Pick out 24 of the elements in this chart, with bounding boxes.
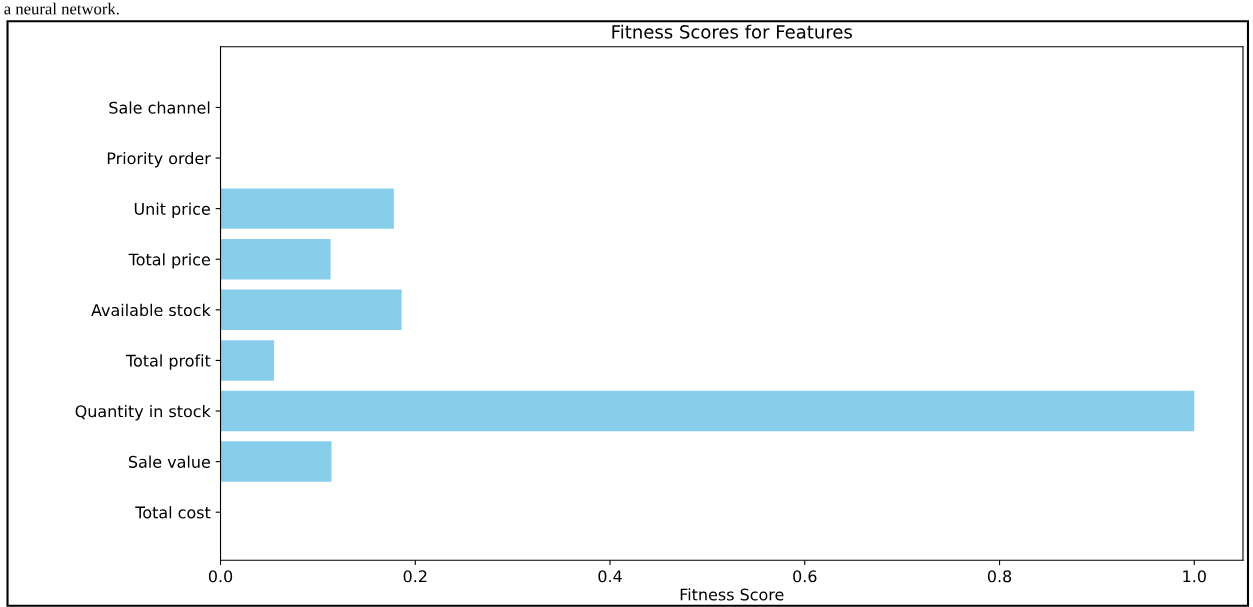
bar bbox=[220, 340, 275, 381]
y-tick-label: Total cost bbox=[135, 506, 211, 519]
bar bbox=[220, 238, 331, 280]
text: a neural network. bbox=[4, 2, 119, 15]
x-axis-title: Fitness Score bbox=[680, 588, 784, 601]
y-tick-label: Sale channel bbox=[109, 101, 210, 114]
bar bbox=[220, 390, 1195, 432]
bar bbox=[220, 188, 394, 229]
x-tick-label: 0.4 bbox=[598, 570, 622, 583]
chart-title: Fitness Scores for Features bbox=[612, 24, 852, 39]
x-tick-label: 0.2 bbox=[403, 570, 427, 583]
bar bbox=[220, 441, 332, 482]
x-tick-label: 0.8 bbox=[987, 570, 1012, 583]
y-tick-label: Sale value bbox=[128, 455, 210, 468]
y-tick-label: Total profit bbox=[125, 354, 211, 370]
x-tick-label: 0.0 bbox=[208, 570, 233, 583]
y-tick-label: Available stock bbox=[91, 303, 211, 317]
x-tick-label: 1.0 bbox=[1183, 570, 1206, 583]
y-tick-label: Priority order bbox=[107, 151, 211, 168]
y-tick-label: Unit price bbox=[134, 202, 210, 219]
y-tick-label: Total price bbox=[128, 253, 210, 269]
y-tick-label: Quantity in stock bbox=[75, 404, 211, 421]
bar bbox=[220, 289, 402, 331]
x-tick-label: 0.6 bbox=[793, 570, 817, 583]
